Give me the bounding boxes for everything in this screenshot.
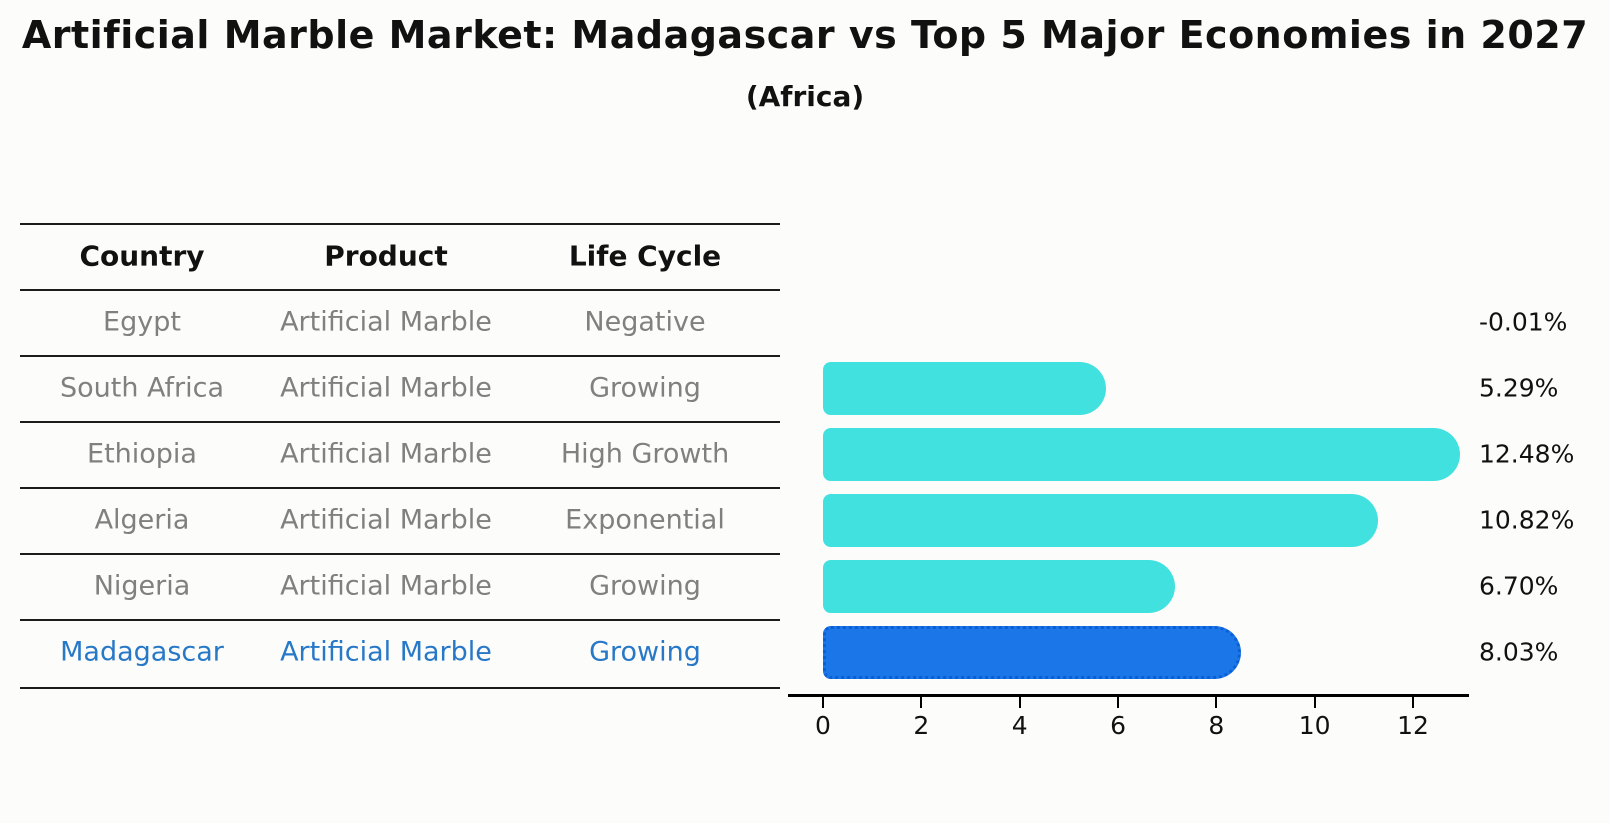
- x-axis-tick-label: 6: [1110, 711, 1126, 740]
- bar-value-label: 6.70%: [1479, 571, 1559, 601]
- table-rule: [20, 487, 780, 489]
- life-cycle-cell: Exponential: [565, 504, 725, 536]
- bar-value-label: 12.48%: [1479, 439, 1575, 469]
- x-axis-tick-label: 0: [815, 711, 831, 740]
- column-header-country: Country: [79, 239, 205, 273]
- table-rule: [20, 553, 780, 555]
- chart-subtitle: (Africa): [745, 80, 865, 113]
- bar-ethiopia: [823, 427, 1460, 481]
- x-axis-tick: [920, 695, 923, 708]
- table-rule: [20, 619, 780, 621]
- x-axis-tick: [1018, 695, 1021, 708]
- x-axis-tick-label: 10: [1298, 711, 1331, 740]
- bar-value-label: -0.01%: [1479, 307, 1568, 337]
- product-cell: Artificial Marble: [280, 372, 492, 404]
- x-axis-tick-label: 4: [1011, 711, 1028, 740]
- life-cycle-cell: High Growth: [560, 438, 730, 470]
- column-header-life-cycle: Life Cycle: [568, 239, 722, 273]
- table-rule: [20, 289, 780, 291]
- life-cycle-cell: Growing: [589, 372, 701, 404]
- table-rule: [20, 355, 780, 357]
- life-cycle-cell: Negative: [584, 306, 706, 338]
- x-axis-line: [788, 694, 1469, 697]
- chart-title: Artificial Marble Market: Madagascar vs …: [21, 13, 1589, 57]
- product-cell: Artificial Marble: [280, 438, 492, 470]
- country-cell: Egypt: [103, 306, 181, 338]
- bar-south-africa: [823, 361, 1107, 415]
- x-axis-tick: [1412, 695, 1415, 708]
- country-cell: Algeria: [94, 504, 190, 536]
- table-rule: [20, 687, 780, 689]
- product-cell: Artificial Marble: [280, 570, 492, 602]
- country-cell: South Africa: [59, 372, 225, 404]
- table-rule: [20, 223, 780, 225]
- product-cell: Artificial Marble: [280, 306, 492, 338]
- product-cell: Artificial Marble: [280, 636, 492, 668]
- bar-value-label: 5.29%: [1479, 373, 1559, 403]
- country-cell: Nigeria: [93, 570, 191, 602]
- country-cell: Ethiopia: [87, 438, 197, 470]
- x-axis-tick: [822, 695, 824, 708]
- bar-value-label: 10.82%: [1479, 505, 1575, 535]
- life-cycle-cell: Growing: [589, 570, 701, 602]
- life-cycle-cell: Growing: [589, 636, 701, 668]
- country-cell: Madagascar: [60, 636, 224, 668]
- column-header-product: Product: [324, 239, 448, 273]
- x-axis-tick: [1117, 695, 1120, 708]
- bar-algeria: [823, 493, 1379, 547]
- x-axis-tick-label: 8: [1208, 711, 1225, 740]
- x-axis-tick: [1313, 695, 1316, 708]
- table-rule: [20, 421, 780, 423]
- x-axis-tick-label: 2: [913, 711, 930, 740]
- x-axis-tick: [1215, 695, 1218, 708]
- bar-madagascar: [823, 625, 1241, 679]
- x-axis-tick-label: 12: [1397, 711, 1429, 740]
- bar-value-label: 8.03%: [1479, 637, 1559, 667]
- product-cell: Artificial Marble: [280, 504, 492, 536]
- bar-nigeria: [823, 559, 1176, 613]
